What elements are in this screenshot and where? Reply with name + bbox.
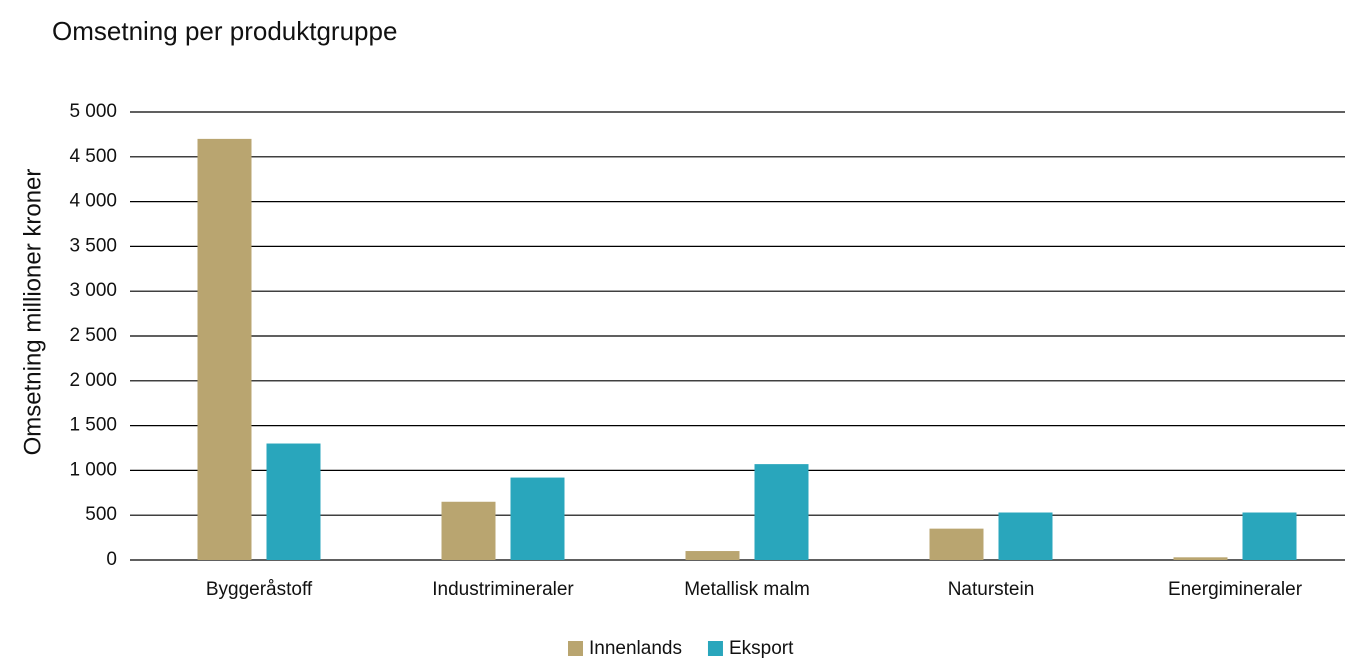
x-tick-label: Energimineraler <box>1168 579 1303 600</box>
y-tick-label: 2 000 <box>69 370 117 391</box>
y-axis-label: Omsetning millioner kroner <box>19 169 46 456</box>
legend-label: Eksport <box>729 638 794 659</box>
bar <box>1173 557 1228 560</box>
chart-title: Omsetning per produktgruppe <box>52 16 397 46</box>
y-tick-label: 500 <box>85 504 117 525</box>
x-tick-label: Industrimineraler <box>432 579 574 600</box>
legend-swatch <box>707 641 723 656</box>
x-tick-label: Naturstein <box>948 579 1035 600</box>
y-tick-label: 0 <box>106 549 117 570</box>
bar <box>1242 512 1297 560</box>
y-tick-label: 1 500 <box>69 415 117 436</box>
bar <box>929 528 984 560</box>
bar <box>510 477 565 560</box>
x-tick-label: Byggeråstoff <box>206 579 313 600</box>
bar <box>441 501 496 560</box>
y-tick-label: 3 500 <box>69 235 117 256</box>
y-tick-label: 4 500 <box>69 146 117 167</box>
y-tick-label: 4 000 <box>69 191 117 212</box>
legend-label: Innenlands <box>589 638 682 659</box>
y-tick-label: 3 000 <box>69 280 117 301</box>
legend-swatch <box>568 641 583 656</box>
bar <box>998 512 1053 560</box>
y-tick-label: 1 000 <box>69 459 117 480</box>
bar <box>754 464 809 560</box>
x-tick-label: Metallisk malm <box>684 579 810 600</box>
bar <box>197 138 252 560</box>
bar <box>266 443 321 560</box>
y-tick-label: 5 000 <box>69 101 117 122</box>
y-tick-label: 2 500 <box>69 325 117 346</box>
bar <box>685 551 740 560</box>
